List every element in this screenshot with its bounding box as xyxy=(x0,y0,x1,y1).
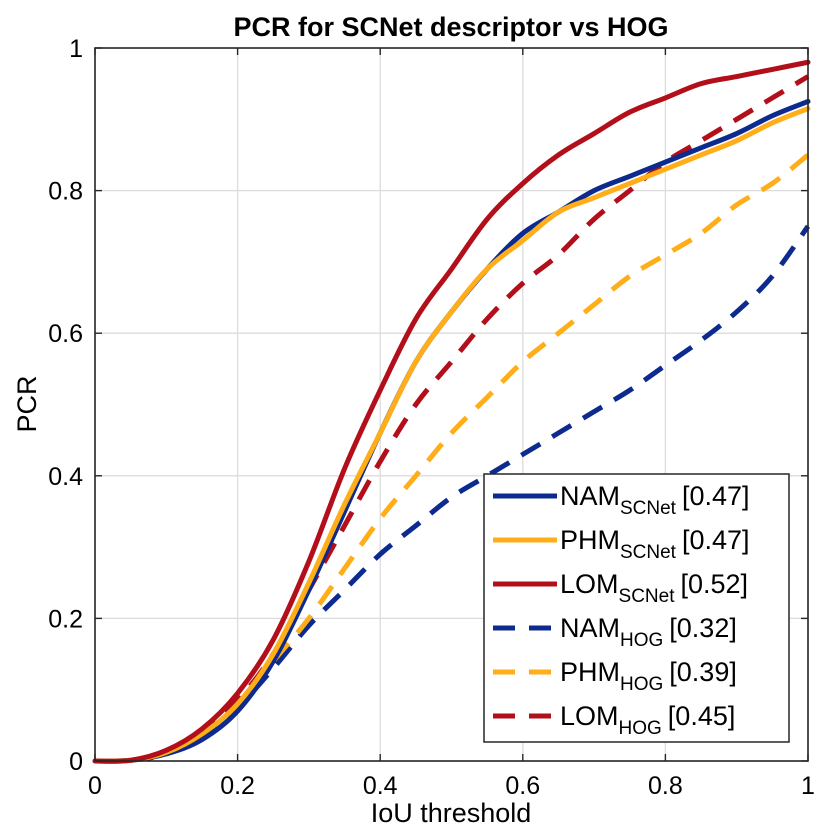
chart-title: PCR for SCNet descriptor vs HOG xyxy=(233,12,668,42)
legend-label: PHMHOG [0.39] xyxy=(560,657,737,695)
y-tick-label: 0.4 xyxy=(48,463,83,491)
legend-label: NAMHOG [0.32] xyxy=(560,613,737,651)
y-tick-label: 0 xyxy=(69,748,83,776)
legend-label: PHMSCNet [0.47] xyxy=(560,525,750,563)
series-layer xyxy=(92,59,811,764)
series-line-lom-hog xyxy=(94,74,810,764)
series-line-phm-scnet xyxy=(92,106,811,764)
y-tick-label: 0.8 xyxy=(48,178,83,206)
legend: NAMSCNet [0.47] PHMSCNet [0.47] LOMSCNet [0.5… xyxy=(483,473,790,743)
y-axis-label: PCR xyxy=(12,375,42,432)
x-tick-label: 0.6 xyxy=(505,772,540,800)
x-axis-label: IoU threshold xyxy=(371,798,532,828)
series-line-lom-scnet xyxy=(92,59,811,764)
x-tick-label: 0.4 xyxy=(363,772,398,800)
x-tick-label: 1 xyxy=(801,772,815,800)
x-tick-label: 0 xyxy=(88,772,102,800)
y-tick-label: 1 xyxy=(69,35,83,63)
legend-label: LOMSCNet [0.52] xyxy=(560,569,748,607)
legend-box xyxy=(483,473,790,743)
legend-label: NAMSCNet [0.47] xyxy=(560,481,750,519)
y-tick-label: 0.6 xyxy=(48,320,83,348)
y-tick-label: 0.2 xyxy=(48,605,83,633)
legend-label: LOMHOG [0.45] xyxy=(560,701,735,739)
axis-ticks: 0 0.2 0.4 0.6 0.8 1 0 0.2 0.4 0.6 0.8 1 xyxy=(48,35,815,800)
plot-frame xyxy=(94,47,809,762)
x-tick-label: 0.2 xyxy=(220,772,255,800)
x-tick-label: 0.8 xyxy=(648,772,683,800)
